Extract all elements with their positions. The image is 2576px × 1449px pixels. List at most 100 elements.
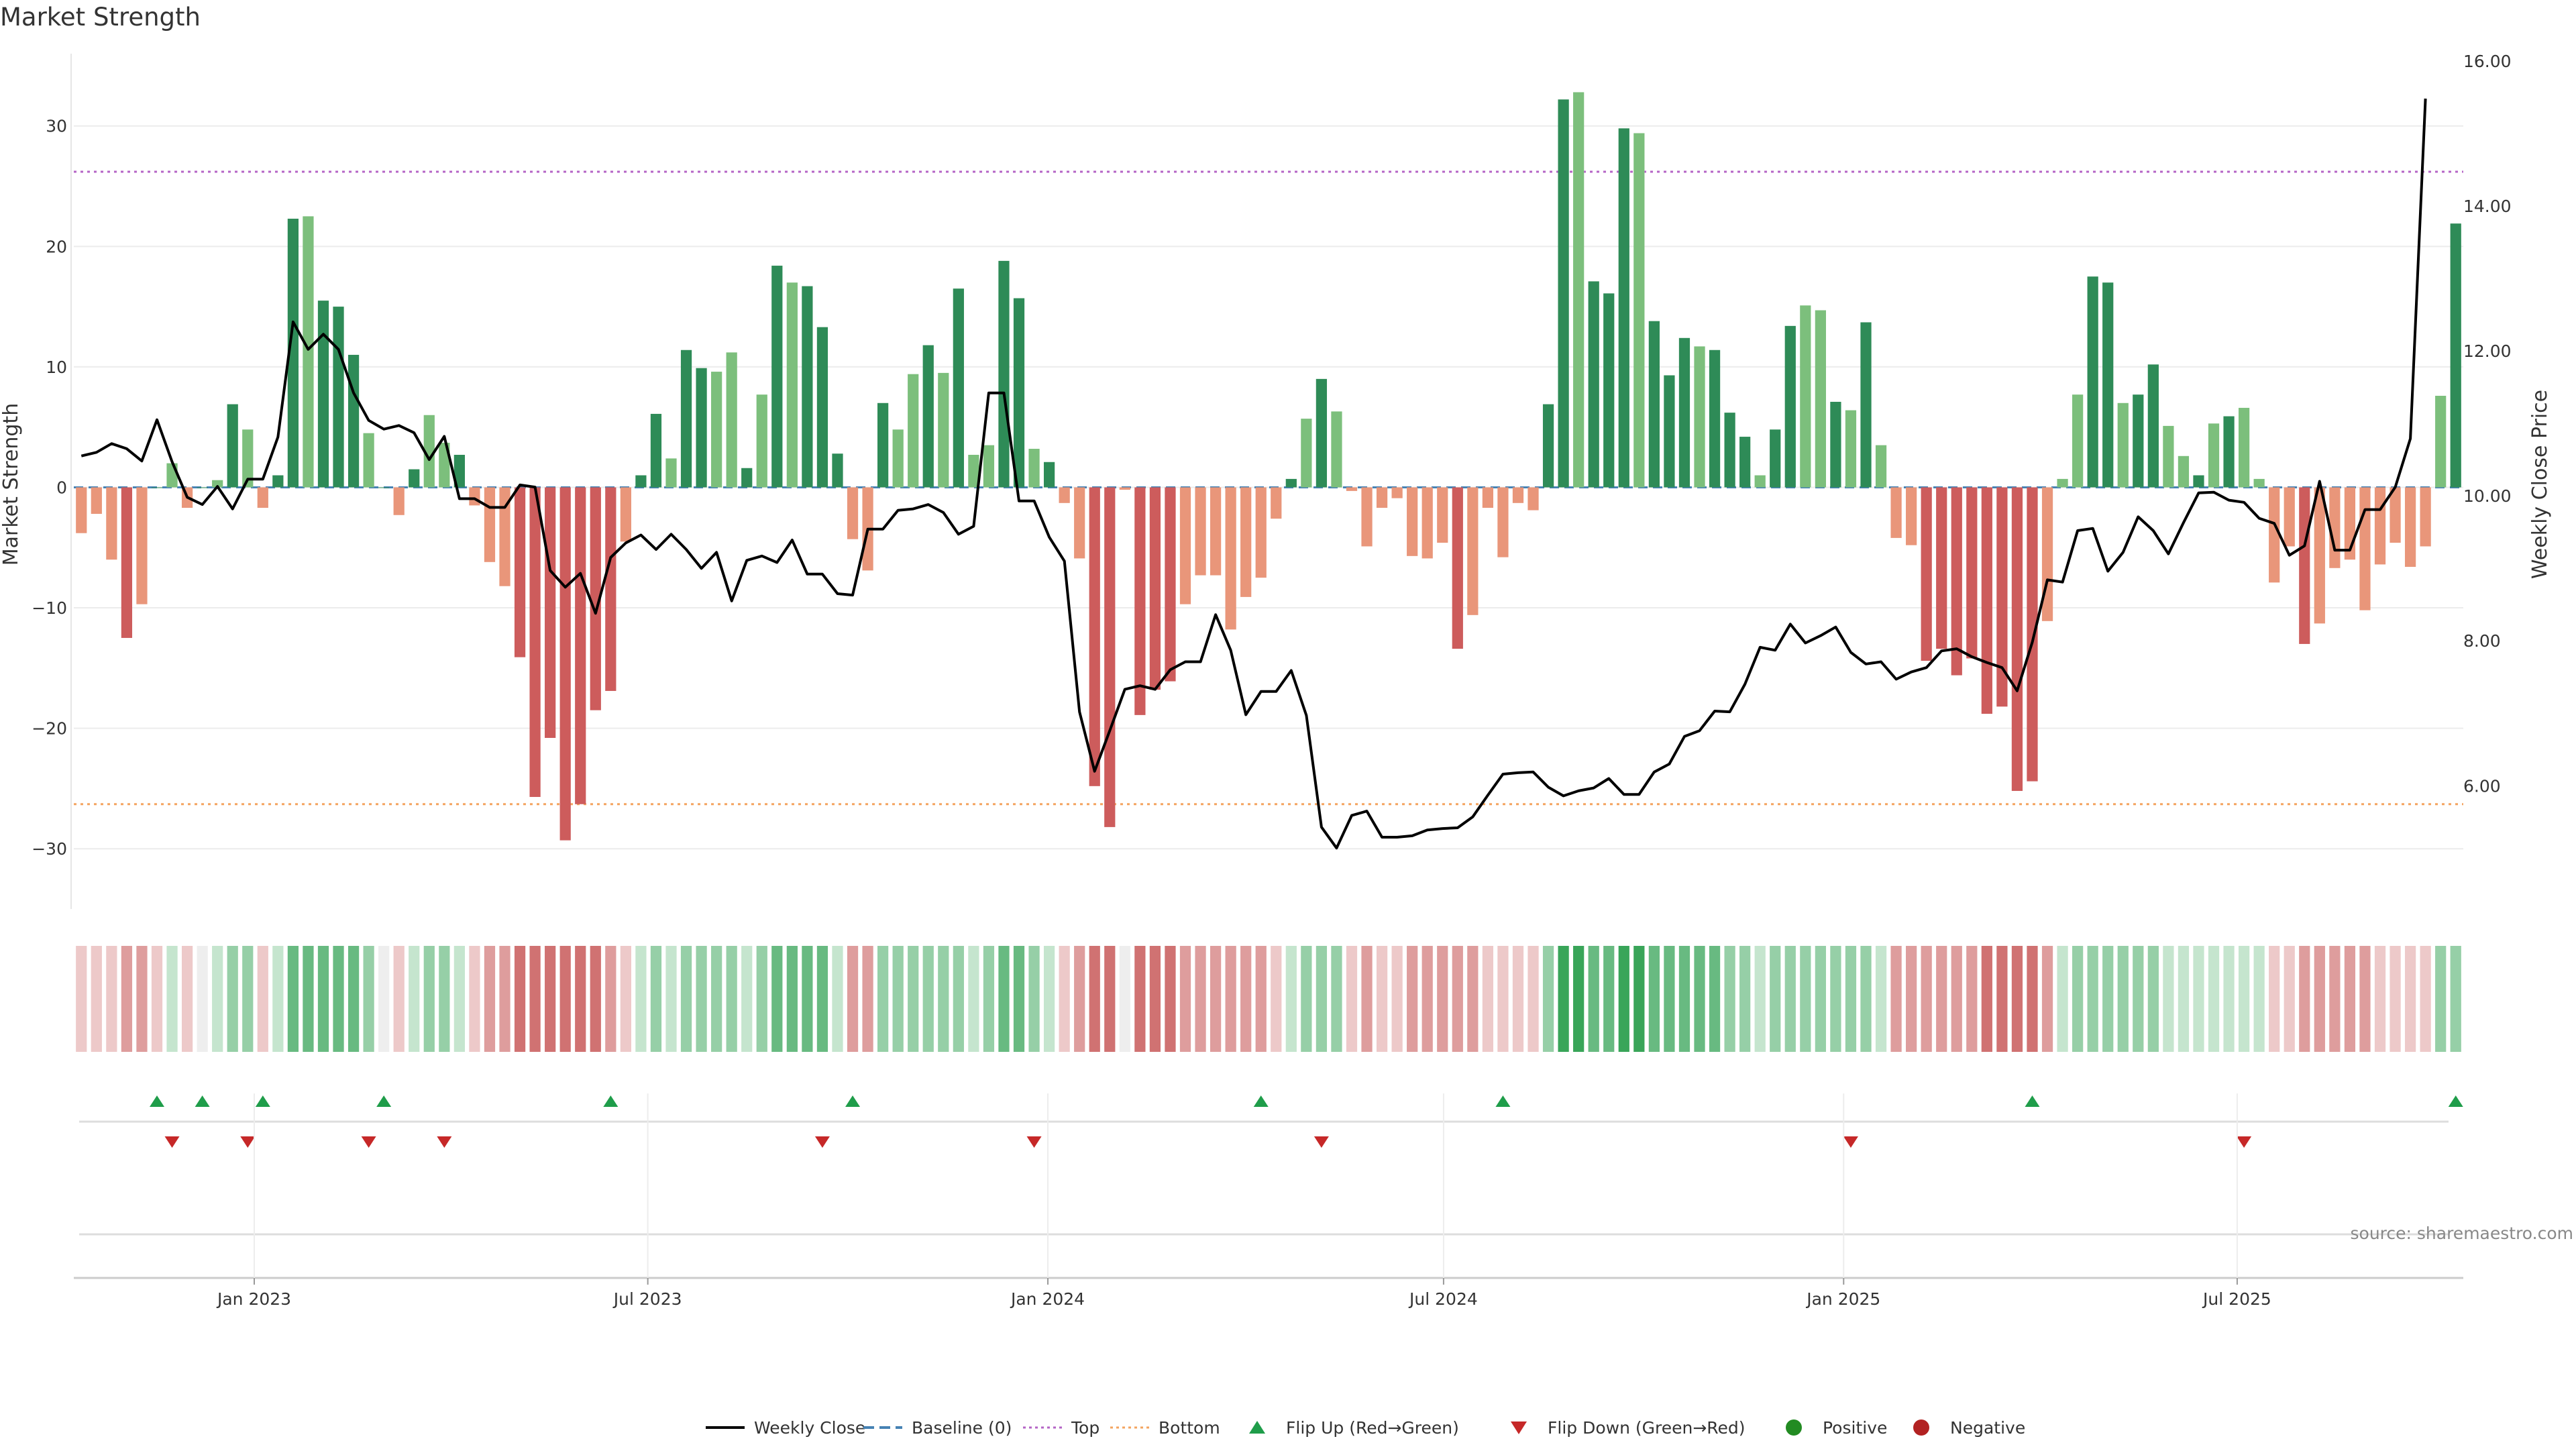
strength-bar [832, 453, 843, 488]
strength-bar [2223, 416, 2235, 488]
strength-bar [1921, 487, 1932, 661]
heat-cell [1951, 946, 1962, 1052]
strength-bar [272, 475, 284, 488]
legend-label: Positive [1823, 1418, 1887, 1438]
heat-cell [1678, 946, 1690, 1052]
strength-bar [1784, 325, 1796, 488]
flip-up-marker [149, 1095, 164, 1107]
heat-cell [439, 946, 450, 1052]
strength-bar [166, 463, 178, 488]
strength-bar [922, 345, 934, 488]
heat-cell [1467, 946, 1479, 1052]
heat-cell [1921, 946, 1932, 1052]
strength-bar [1694, 346, 1705, 488]
x-tick-label: Jul 2024 [1408, 1289, 1478, 1309]
strength-bar [333, 307, 344, 488]
heat-cell [892, 946, 904, 1052]
heat-cell [2193, 946, 2204, 1052]
y-tick-label: 30 [46, 117, 67, 136]
heat-cell [2284, 946, 2295, 1052]
strength-bar [1664, 375, 1675, 488]
strength-bar [2374, 487, 2386, 565]
heat-cell [1134, 946, 1146, 1052]
heat-cell [1739, 946, 1751, 1052]
heat-cell [1165, 946, 1176, 1052]
strength-bar [1407, 487, 1418, 556]
heat-cell [1316, 946, 1328, 1052]
strength-bar [1739, 437, 1751, 488]
strength-bar [1255, 487, 1267, 578]
y-tick-label: 0 [56, 478, 67, 497]
heat-cell [91, 946, 102, 1052]
flip-markers [79, 1095, 2463, 1236]
heat-cell [922, 946, 934, 1052]
heat-cell [1618, 946, 1629, 1052]
strength-bar [545, 487, 556, 738]
strength-bar [1648, 321, 1660, 488]
strength-bar [2057, 478, 2068, 488]
legend-symbol-positive [1786, 1419, 1802, 1436]
heat-cell [1271, 946, 1282, 1052]
heat-cell [680, 946, 692, 1052]
heat-cell [1013, 946, 1025, 1052]
strength-bar [620, 487, 631, 542]
heat-cell [590, 946, 601, 1052]
heat-cell [711, 946, 722, 1052]
strength-bar [423, 415, 435, 488]
legend-label: Weekly Close [754, 1418, 865, 1438]
heat-cell [1301, 946, 1312, 1052]
strength-bar [1059, 487, 1070, 503]
heat-cell [2435, 946, 2447, 1052]
heat-cell [696, 946, 707, 1052]
strength-bar [1542, 404, 1554, 488]
strength-bar [711, 372, 722, 488]
strength-bar [2011, 487, 2023, 792]
heat-cell [2359, 946, 2371, 1052]
strength-bar [1558, 99, 1569, 488]
strength-bar [1860, 322, 1872, 488]
heat-cell [378, 946, 390, 1052]
strength-bar [847, 487, 859, 539]
heat-cell [2390, 946, 2401, 1052]
strength-bar [1845, 410, 1857, 488]
strength-bar [635, 475, 647, 488]
strength-bar [317, 301, 329, 488]
heat-cell [1875, 946, 1887, 1052]
strength-bar [1830, 401, 1841, 488]
heat-cell [121, 946, 133, 1052]
heat-cell [968, 946, 979, 1052]
strength-bar [575, 487, 586, 804]
strength-bar [393, 487, 405, 515]
flip-down-marker [1026, 1136, 1042, 1148]
heat-cell [1542, 946, 1554, 1052]
strength-bar [741, 468, 753, 488]
strength-bar [665, 458, 677, 488]
heat-cell [2208, 946, 2220, 1052]
heat-cell [2238, 946, 2250, 1052]
strength-bar [2284, 487, 2295, 547]
heat-cell [862, 946, 873, 1052]
heat-cell [287, 946, 299, 1052]
strength-bar [1043, 462, 1055, 488]
heat-cell [1240, 946, 1252, 1052]
heat-cell [2344, 946, 2356, 1052]
flip-down-marker [1843, 1136, 1858, 1148]
strength-bar [1724, 413, 1735, 488]
strength-bar [1966, 487, 1978, 659]
heat-cell [605, 946, 616, 1052]
heat-cell [1437, 946, 1448, 1052]
strength-bar [2253, 478, 2265, 488]
heat-cell [272, 946, 284, 1052]
heat-cell [2072, 946, 2084, 1052]
strength-bar [680, 350, 692, 488]
heat-cell [847, 946, 859, 1052]
heat-cell [786, 946, 798, 1052]
strength-bar [1951, 487, 1962, 676]
heat-cell [1104, 946, 1116, 1052]
heat-cell [816, 946, 828, 1052]
heat-cell [1331, 946, 1342, 1052]
heat-cell [1784, 946, 1796, 1052]
strength-bar [1482, 487, 1494, 508]
strength-bar [1421, 487, 1433, 559]
